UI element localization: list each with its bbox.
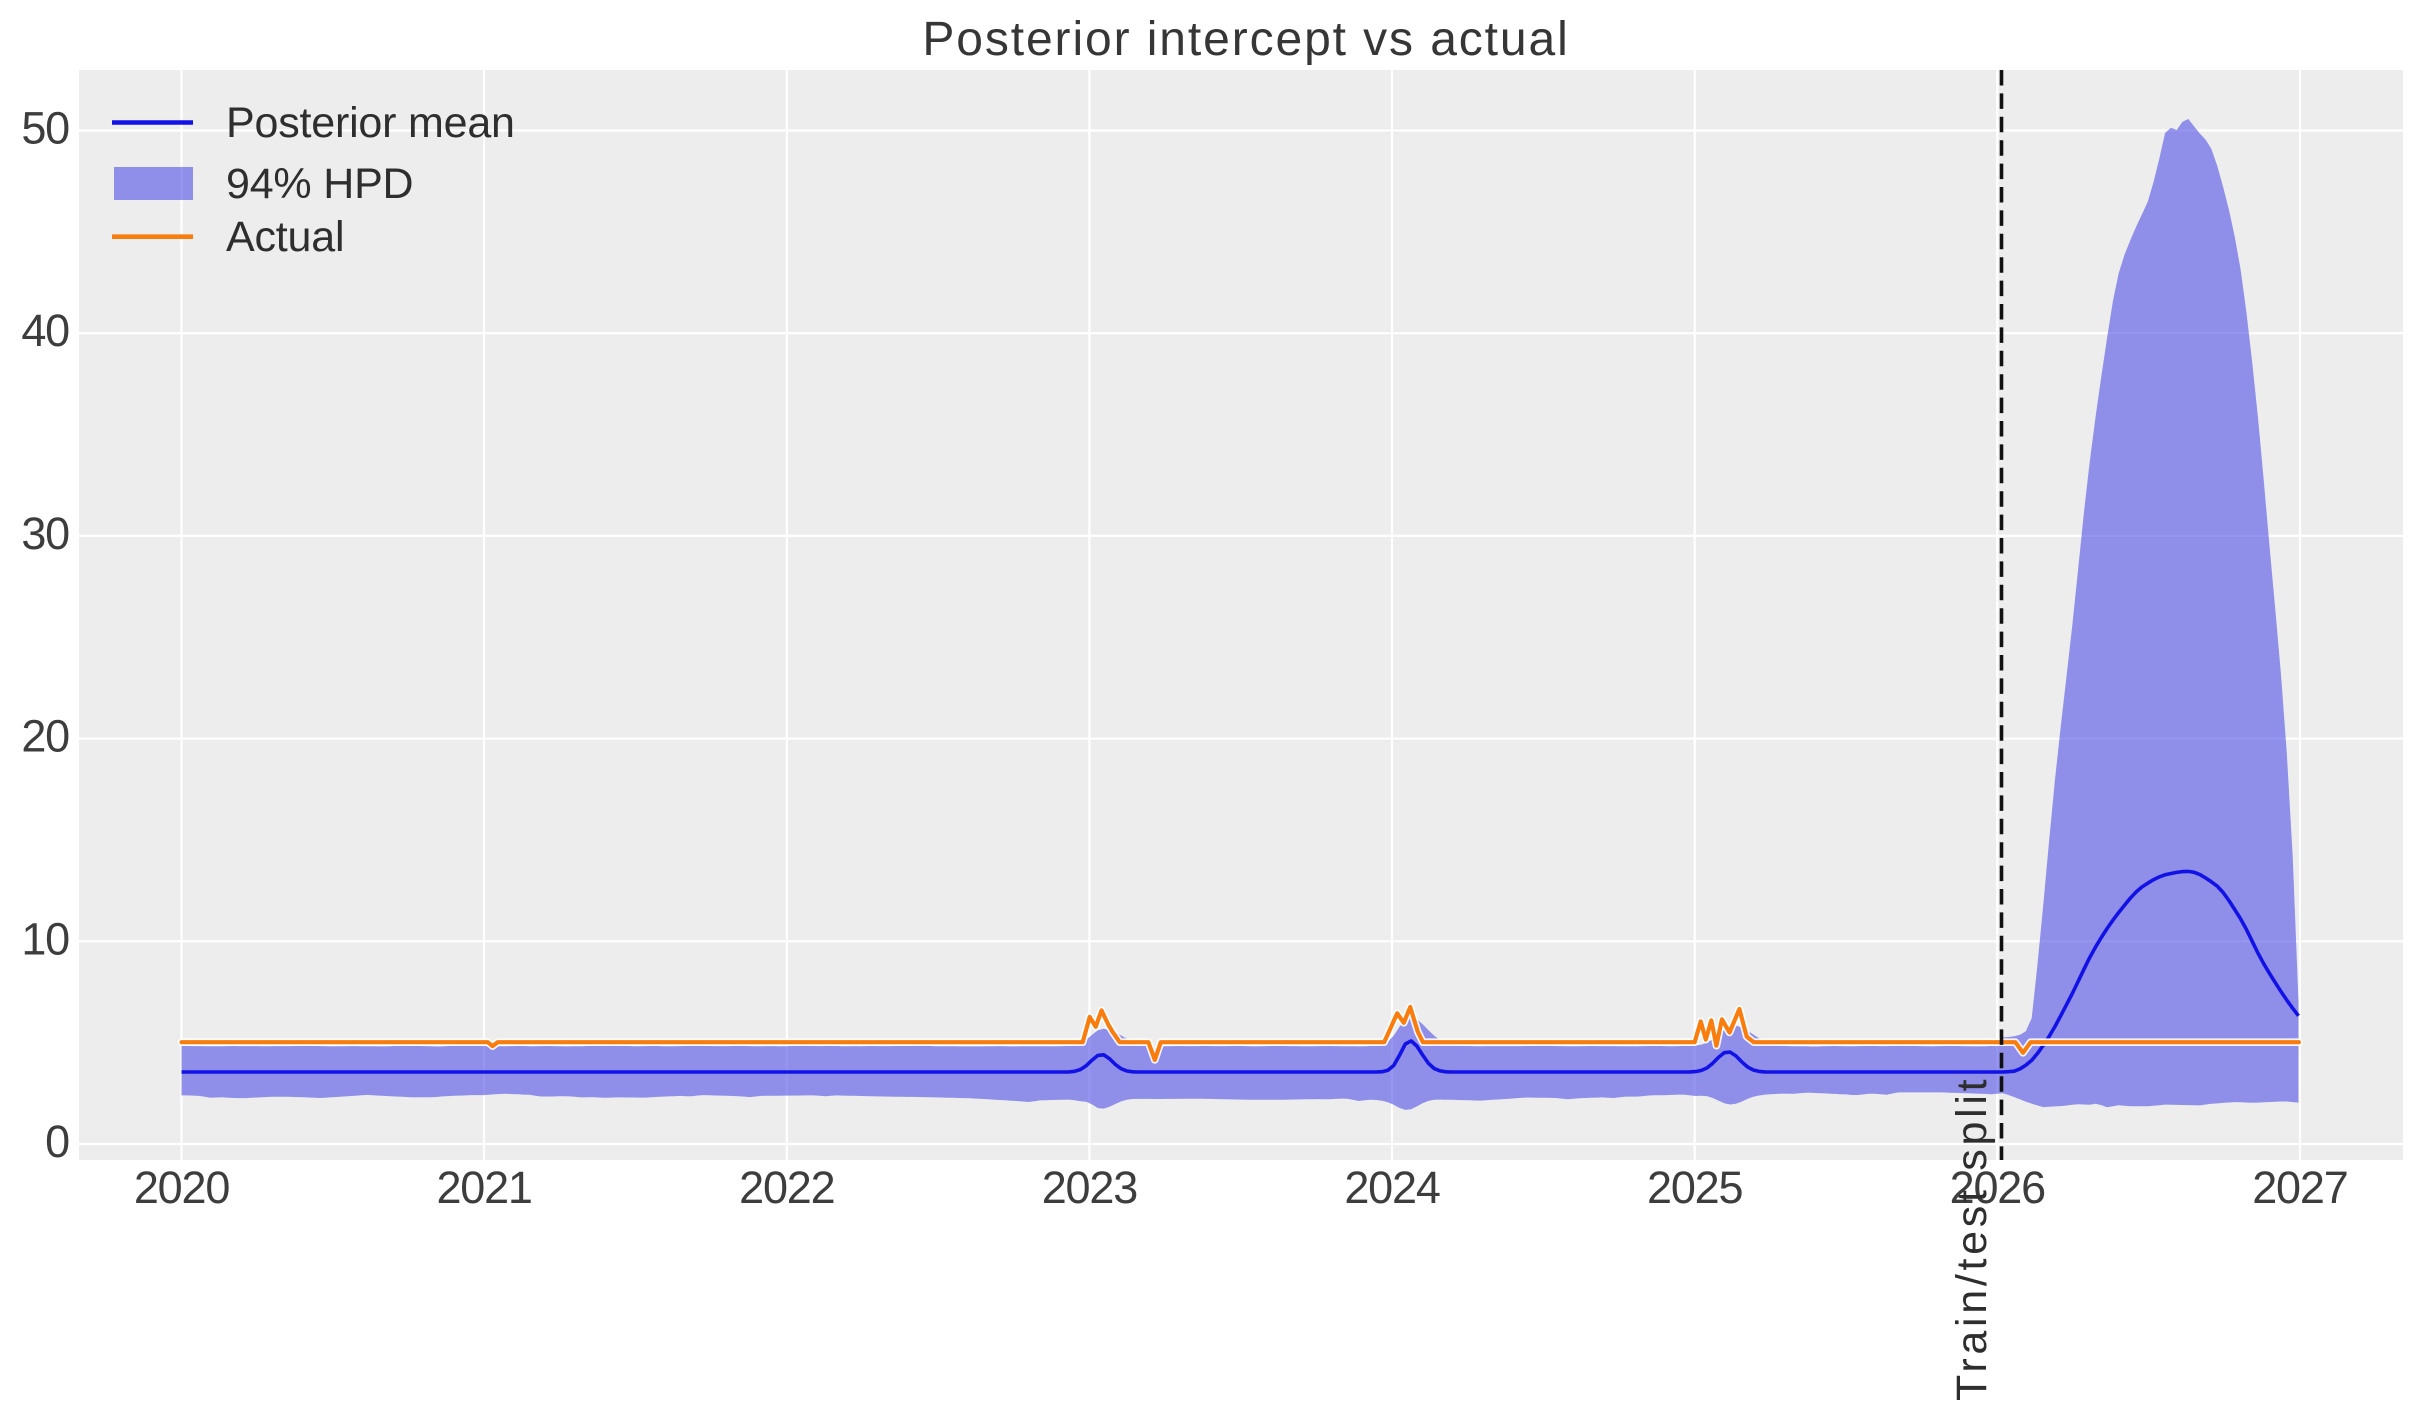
svg-text:Actual: Actual [226, 213, 344, 261]
svg-text:Posterior mean: Posterior mean [226, 99, 515, 147]
svg-text:Posterior intercept vs actual: Posterior intercept vs actual [922, 13, 1569, 66]
svg-text:2025: 2025 [1647, 1162, 1742, 1213]
svg-text:2021: 2021 [436, 1162, 531, 1213]
svg-text:2023: 2023 [1042, 1162, 1137, 1213]
svg-text:20: 20 [21, 711, 69, 762]
svg-text:10: 10 [21, 913, 69, 964]
svg-text:2022: 2022 [739, 1162, 834, 1213]
svg-text:2027: 2027 [2252, 1162, 2347, 1213]
svg-text:40: 40 [21, 305, 69, 356]
svg-text:2026: 2026 [1950, 1162, 2045, 1213]
svg-text:Train/test split: Train/test split [1948, 1076, 1996, 1401]
svg-text:2024: 2024 [1344, 1162, 1439, 1213]
svg-text:30: 30 [21, 508, 69, 559]
svg-text:0: 0 [45, 1116, 69, 1167]
svg-text:50: 50 [21, 103, 69, 154]
svg-text:2020: 2020 [134, 1162, 229, 1213]
svg-text:94% HPD: 94% HPD [226, 160, 413, 208]
